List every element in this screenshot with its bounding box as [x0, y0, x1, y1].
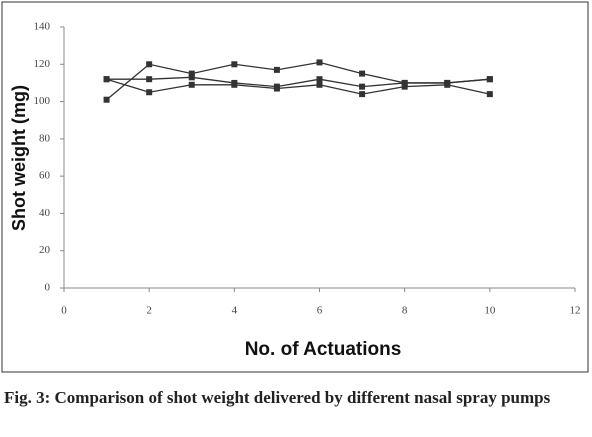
data-point: [103, 76, 110, 83]
x-tick-label: 2: [146, 305, 152, 317]
data-point: [188, 74, 195, 81]
data-point: [146, 61, 153, 68]
x-tick-label: 12: [570, 305, 581, 317]
x-tick-label: 10: [484, 305, 496, 317]
data-point: [146, 89, 153, 96]
data-point: [401, 83, 408, 90]
data-point: [444, 81, 451, 88]
caption: Fig. 3: Comparison of shot weight delive…: [4, 388, 551, 407]
series-line: [106, 61, 490, 101]
x-tick-label: 8: [402, 305, 408, 317]
data-point: [316, 59, 323, 66]
series-line: [106, 78, 490, 95]
data-point: [316, 81, 323, 88]
data-point: [188, 81, 195, 88]
y-tick-label: 40: [39, 207, 51, 219]
data-point: [273, 66, 280, 73]
chart: Shot weight (mg) No. of Actuations 02040…: [1, 1, 589, 373]
x-tick-label: 4: [232, 305, 238, 317]
series-line: [106, 76, 490, 88]
x-tick-label: 0: [61, 305, 67, 317]
data-point: [486, 91, 493, 98]
y-tick-label: 0: [45, 282, 51, 294]
data-point: [359, 83, 366, 90]
y-tick-label: 20: [39, 244, 51, 256]
data-point: [103, 96, 110, 103]
y-tick-label: 140: [34, 21, 51, 33]
y-tick-label: 120: [34, 58, 51, 70]
data-point: [231, 81, 238, 88]
data-point: [359, 91, 366, 98]
data-point: [273, 85, 280, 92]
data-point: [486, 76, 493, 83]
y-tick-label: 60: [39, 170, 51, 182]
data-point: [231, 61, 238, 68]
x-axis-label: No. of Actuations: [245, 339, 402, 360]
data-point: [359, 70, 366, 77]
y-tick-label: 80: [39, 132, 51, 144]
data-point: [401, 79, 408, 86]
data-point: [146, 76, 153, 83]
x-tick-label: 6: [317, 305, 323, 317]
figure-frame: [1, 1, 589, 373]
data-point: [188, 70, 195, 77]
y-axis-label: Shot weight (mg): [9, 85, 29, 231]
y-tick-label: 100: [34, 95, 51, 107]
data-point: [316, 76, 323, 83]
